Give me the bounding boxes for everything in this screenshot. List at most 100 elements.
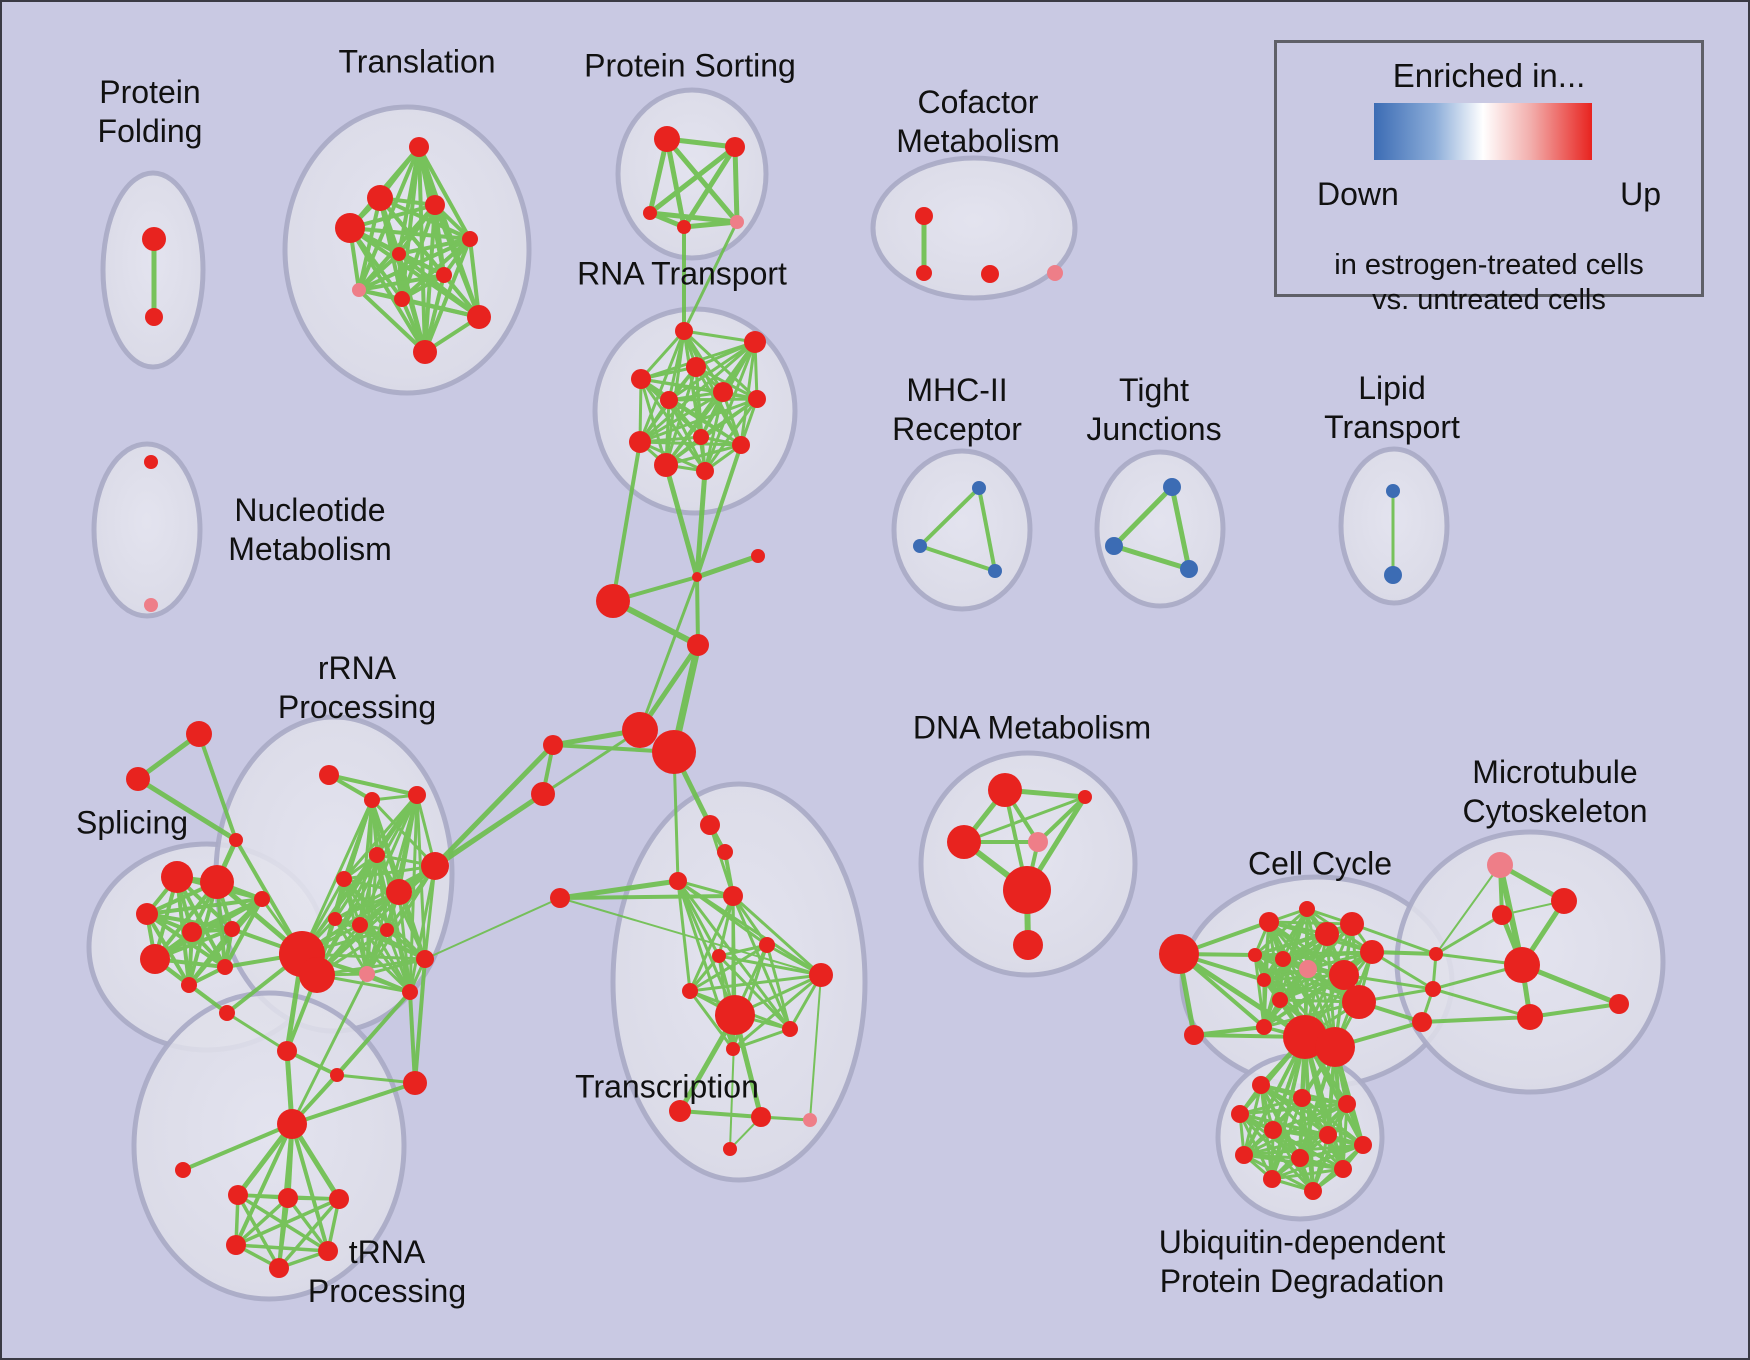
- node-rr1[interactable]: [319, 765, 339, 785]
- node-sp1[interactable]: [161, 861, 193, 893]
- node-m2[interactable]: [913, 539, 927, 553]
- node-sp3[interactable]: [136, 903, 158, 925]
- node-r2[interactable]: [744, 331, 766, 353]
- node-r9[interactable]: [629, 431, 651, 453]
- node-t2[interactable]: [367, 185, 393, 211]
- node-th[interactable]: [277, 1109, 307, 1139]
- node-x8[interactable]: [809, 963, 833, 987]
- node-cc7[interactable]: [1299, 960, 1317, 978]
- node-d4[interactable]: [1028, 832, 1048, 852]
- node-x15[interactable]: [723, 1142, 737, 1156]
- node-tn4[interactable]: [226, 1235, 246, 1255]
- node-mt4[interactable]: [1504, 947, 1540, 983]
- node-cc15[interactable]: [1342, 985, 1376, 1019]
- node-rr10[interactable]: [380, 923, 394, 937]
- node-t5[interactable]: [462, 231, 478, 247]
- node-x3[interactable]: [669, 872, 687, 890]
- node-n1[interactable]: [144, 455, 158, 469]
- node-u4[interactable]: [1231, 1105, 1249, 1123]
- node-spb[interactable]: [126, 767, 150, 791]
- node-cc3[interactable]: [1259, 912, 1279, 932]
- node-d3[interactable]: [947, 825, 981, 859]
- node-spa[interactable]: [186, 721, 212, 747]
- node-rrh2[interactable]: [299, 957, 335, 993]
- node-j2[interactable]: [1105, 537, 1123, 555]
- node-x6[interactable]: [712, 949, 726, 963]
- node-gg2[interactable]: [1315, 1027, 1355, 1067]
- node-mt3[interactable]: [1492, 905, 1512, 925]
- node-sp8[interactable]: [217, 959, 233, 975]
- node-c5[interactable]: [543, 735, 563, 755]
- node-t11[interactable]: [413, 340, 437, 364]
- node-r7[interactable]: [748, 390, 766, 408]
- node-h1[interactable]: [622, 712, 658, 748]
- node-rr7[interactable]: [386, 879, 412, 905]
- node-d5[interactable]: [1003, 866, 1051, 914]
- node-r3[interactable]: [686, 357, 706, 377]
- node-ti[interactable]: [175, 1162, 191, 1178]
- node-c4[interactable]: [687, 634, 709, 656]
- node-d1[interactable]: [988, 773, 1022, 807]
- node-r10[interactable]: [732, 436, 750, 454]
- node-r1[interactable]: [675, 322, 693, 340]
- node-cc9[interactable]: [1272, 992, 1288, 1008]
- node-t1[interactable]: [409, 137, 429, 157]
- node-cc11[interactable]: [1315, 922, 1339, 946]
- node-s5[interactable]: [730, 215, 744, 229]
- node-cc1[interactable]: [1159, 934, 1199, 974]
- node-r12[interactable]: [696, 462, 714, 480]
- node-tp1[interactable]: [277, 1041, 297, 1061]
- node-cc10[interactable]: [1256, 1019, 1272, 1035]
- node-f3[interactable]: [981, 265, 999, 283]
- node-r6[interactable]: [713, 382, 733, 402]
- node-f1[interactable]: [915, 207, 933, 225]
- node-u6[interactable]: [1319, 1126, 1337, 1144]
- node-s4[interactable]: [677, 220, 691, 234]
- node-rr11[interactable]: [359, 966, 375, 982]
- node-x2[interactable]: [717, 844, 733, 860]
- node-tn2[interactable]: [278, 1188, 298, 1208]
- node-u3[interactable]: [1338, 1095, 1356, 1113]
- node-f2[interactable]: [916, 265, 932, 281]
- node-u5[interactable]: [1264, 1121, 1282, 1139]
- node-x11[interactable]: [726, 1042, 740, 1056]
- node-t8[interactable]: [352, 283, 366, 297]
- node-rr3[interactable]: [408, 786, 426, 804]
- node-u9[interactable]: [1291, 1149, 1309, 1167]
- node-u10[interactable]: [1334, 1160, 1352, 1178]
- node-x1[interactable]: [700, 815, 720, 835]
- node-t10[interactable]: [467, 305, 491, 329]
- node-r4[interactable]: [631, 369, 651, 389]
- node-spc[interactable]: [229, 833, 243, 847]
- node-mt5[interactable]: [1429, 947, 1443, 961]
- node-tn3[interactable]: [329, 1189, 349, 1209]
- node-n2[interactable]: [144, 598, 158, 612]
- node-t4[interactable]: [335, 213, 365, 243]
- node-sp6[interactable]: [140, 944, 170, 974]
- node-cc6[interactable]: [1275, 951, 1291, 967]
- node-d2[interactable]: [1078, 790, 1092, 804]
- node-cc5[interactable]: [1248, 948, 1262, 962]
- node-mt8[interactable]: [1609, 994, 1629, 1014]
- node-mt7[interactable]: [1517, 1004, 1543, 1030]
- node-sp4[interactable]: [182, 922, 202, 942]
- node-h2[interactable]: [652, 730, 696, 774]
- node-cc2[interactable]: [1184, 1025, 1204, 1045]
- node-m3[interactable]: [988, 564, 1002, 578]
- node-u8[interactable]: [1235, 1146, 1253, 1164]
- node-t3[interactable]: [425, 195, 445, 215]
- node-pf1[interactable]: [142, 227, 166, 251]
- node-rr12[interactable]: [416, 950, 434, 968]
- node-r5[interactable]: [660, 391, 678, 409]
- node-rr6[interactable]: [336, 871, 352, 887]
- node-c2[interactable]: [692, 572, 702, 582]
- node-rr13[interactable]: [402, 984, 418, 1000]
- node-mt2[interactable]: [1551, 888, 1577, 914]
- node-d6[interactable]: [1013, 930, 1043, 960]
- node-cc13[interactable]: [1360, 940, 1384, 964]
- node-t6[interactable]: [392, 247, 406, 261]
- node-x12[interactable]: [669, 1100, 691, 1122]
- node-cc14[interactable]: [1329, 960, 1359, 990]
- node-j1[interactable]: [1163, 478, 1181, 496]
- node-x4[interactable]: [723, 886, 743, 906]
